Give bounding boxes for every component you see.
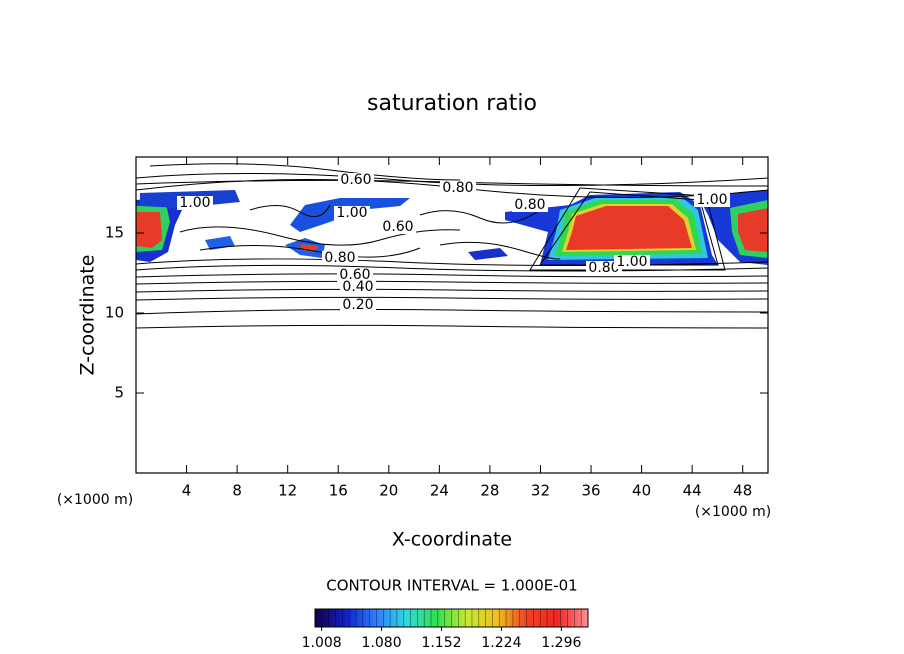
contour-label: 0.60 [340, 172, 371, 188]
x-tick-label: 12 [278, 482, 297, 500]
colorbar-tick-label: 1.296 [541, 635, 581, 651]
x-tick-label: 4 [182, 482, 192, 500]
filled-region [136, 190, 768, 265]
contour-label: 1.00 [336, 205, 367, 221]
x-tick-label: 20 [379, 482, 398, 500]
contour-label-bg [338, 173, 374, 187]
x-tick-label: 48 [733, 482, 752, 500]
contour-label: 0.80 [588, 260, 619, 276]
contour-label: 1.00 [696, 192, 727, 208]
contour-interval: CONTOUR INTERVAL = 1.000E-01 [326, 577, 577, 595]
contour-label-bg [322, 251, 358, 265]
contour-label: 0.80 [442, 180, 473, 196]
y-tick-label: 15 [105, 224, 124, 242]
y-axis-unit: (×1000 m) [57, 492, 133, 508]
contour-label: 1.00 [179, 195, 210, 211]
contour-label: 0.60 [339, 267, 370, 283]
y-tick-label: 5 [114, 384, 124, 402]
x-tick-label: 40 [632, 482, 651, 500]
contour-label: 1.00 [616, 254, 647, 270]
colorbar-tick-label: 1.152 [421, 635, 461, 651]
x-tick-label: 36 [581, 482, 600, 500]
contour-label: 0.60 [382, 219, 413, 235]
contour-label-bg [337, 268, 373, 282]
contour-lines [136, 163, 768, 329]
x-axis-label: X-coordinate [392, 529, 512, 551]
x-tick-label: 28 [480, 482, 499, 500]
contour-label: 0.20 [342, 297, 373, 313]
contour-label-bg [380, 220, 416, 234]
colorbar-tick-label: 1.008 [302, 635, 342, 651]
contour-label-bg [512, 198, 548, 212]
x-tick-label: 16 [329, 482, 348, 500]
contour-label: 0.40 [342, 279, 373, 295]
contour-field [136, 163, 768, 329]
contour-label: 0.80 [514, 197, 545, 213]
colorbar-tick-label: 1.224 [481, 635, 521, 651]
x-axis-unit: (×1000 m) [695, 504, 771, 520]
x-tick-label: 32 [531, 482, 550, 500]
contour-label: 0.80 [324, 250, 355, 266]
contour-label-bg [340, 280, 376, 294]
plot-frame [135, 156, 769, 474]
contour-label-bg [694, 193, 730, 207]
colorbar-tick-label: 1.080 [362, 635, 402, 651]
y-tick-label: 10 [105, 304, 124, 322]
contour-label-bg [586, 261, 622, 275]
contour-label-bg [440, 181, 476, 195]
y-axis-label: Z-coordinate [77, 255, 99, 376]
x-tick-label: 8 [232, 482, 242, 500]
contour-label-bg [334, 206, 370, 220]
x-tick-label: 44 [683, 482, 702, 500]
chart-title: saturation ratio [367, 91, 537, 116]
x-tick-label: 24 [430, 482, 449, 500]
contour-label-bg [614, 255, 650, 269]
contour-label-bg [177, 196, 213, 210]
contour-label-bg [340, 298, 376, 312]
